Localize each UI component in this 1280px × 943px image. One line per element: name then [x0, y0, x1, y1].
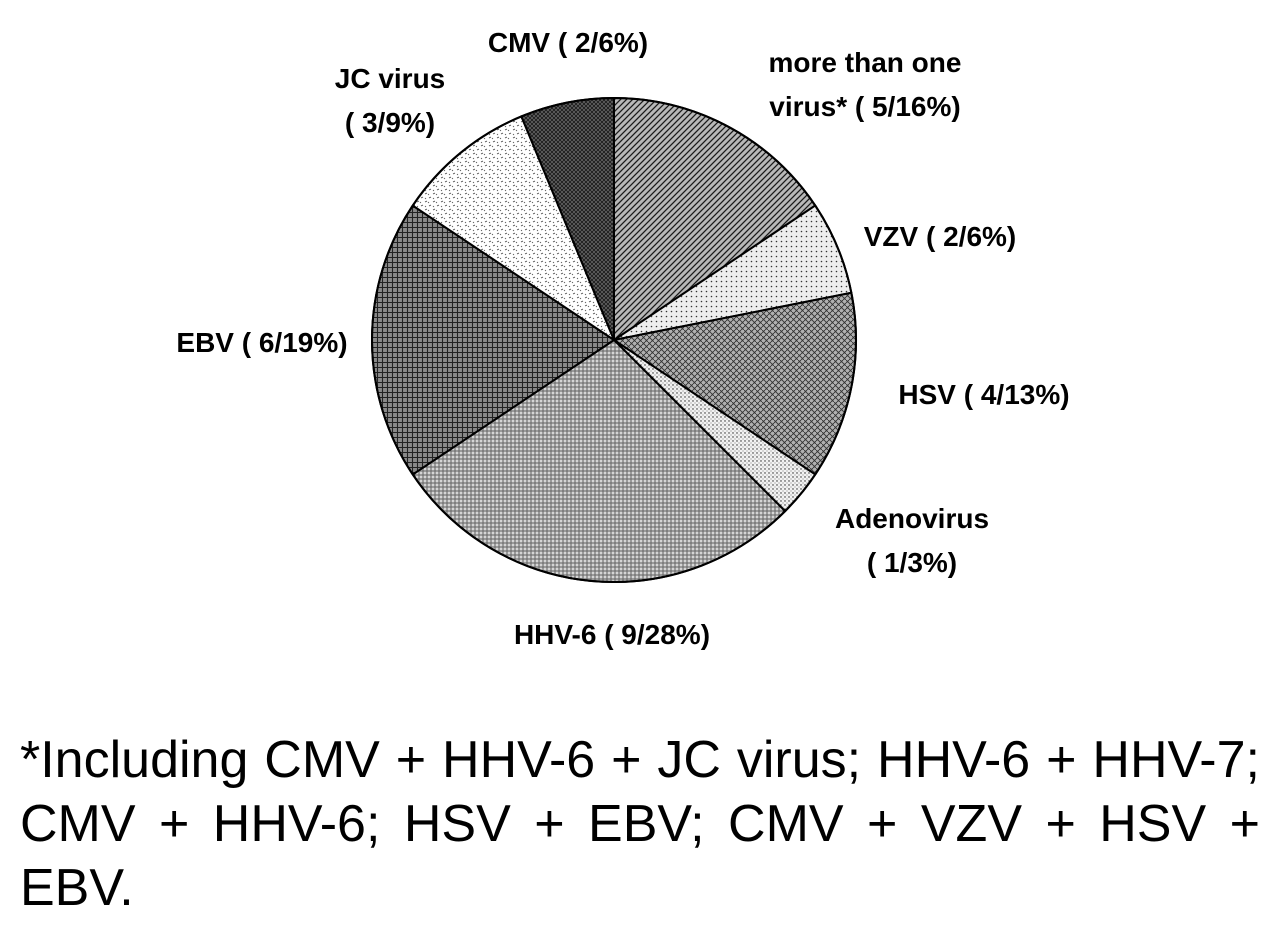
- pie-slices: [370, 96, 857, 583]
- slice-label-line: VZV ( 2/6%): [864, 221, 1016, 252]
- pie-outline: [371, 97, 857, 583]
- slice-label: HHV-6 ( 9/28%): [514, 619, 710, 650]
- slice-label-line: ( 1/3%): [867, 547, 957, 578]
- slice-label-line: CMV ( 2/6%): [488, 27, 648, 58]
- slice-label: VZV ( 2/6%): [864, 221, 1016, 252]
- slice-label: Adenovirus ( 1/3%): [835, 503, 989, 578]
- slice-label: EBV ( 6/19%): [176, 327, 347, 358]
- slice-label: more than one virus* ( 5/16%): [769, 47, 962, 122]
- slice-label-line: JC virus: [335, 63, 446, 94]
- slice-label-line: more than one: [769, 47, 962, 78]
- slice-label: CMV ( 2/6%): [488, 27, 648, 58]
- pie-chart-svg: more than one virus* ( 5/16%) VZV ( 2/6%) H…: [176, 27, 1069, 650]
- slice-label-line: EBV ( 6/19%): [176, 327, 347, 358]
- slice-label-line: Adenovirus: [835, 503, 989, 534]
- slice-label-line: HSV ( 4/13%): [898, 379, 1069, 410]
- pie-labels: more than one virus* ( 5/16%) VZV ( 2/6%) H…: [176, 27, 1069, 650]
- slice-label: HSV ( 4/13%): [898, 379, 1069, 410]
- pie-chart: more than one virus* ( 5/16%) VZV ( 2/6%) H…: [176, 27, 1069, 650]
- slice-label-line: ( 3/9%): [345, 107, 435, 138]
- slice-label-line: virus* ( 5/16%): [769, 91, 960, 122]
- slice-label: JC virus ( 3/9%): [335, 63, 446, 138]
- slice-label-line: HHV-6 ( 9/28%): [514, 619, 710, 650]
- footnote: *Including CMV + HHV-6 + JC virus; HHV-6…: [20, 731, 1260, 917]
